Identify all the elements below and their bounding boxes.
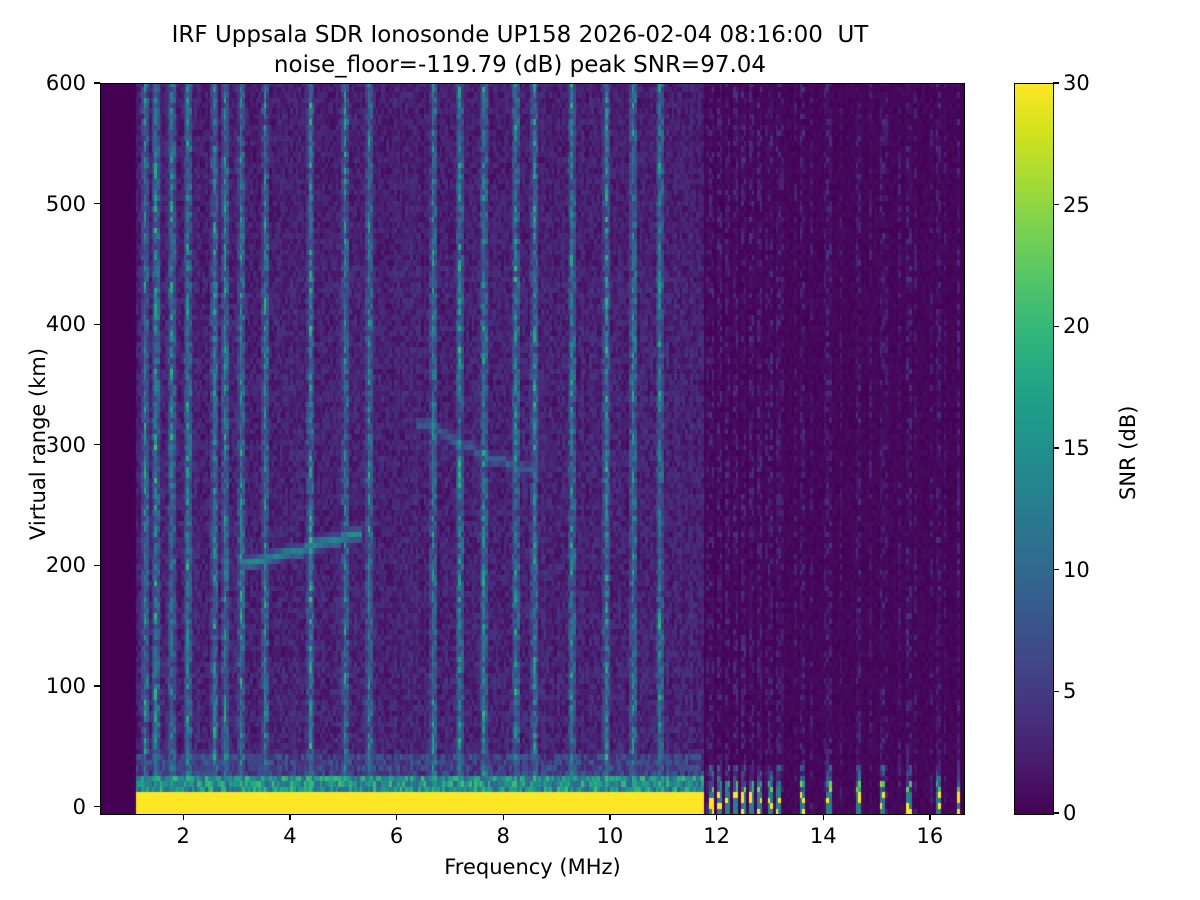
x-axis-label: Frequency (MHz) bbox=[444, 855, 621, 879]
y-tick-label: 300 bbox=[45, 432, 86, 457]
x-tick-label: 6 bbox=[389, 824, 404, 848]
colorbar-tick-mark bbox=[1053, 690, 1060, 693]
y-tick-mark bbox=[94, 564, 100, 567]
title-line-2: noise_floor=-119.79 (dB) peak SNR=97.04 bbox=[273, 52, 767, 78]
colorbar-tick-mark bbox=[1053, 82, 1060, 84]
x-tick-mark bbox=[289, 814, 291, 821]
y-tick-mark bbox=[94, 805, 100, 808]
x-tick-mark bbox=[395, 814, 398, 821]
colorbar-tick-mark bbox=[1053, 203, 1060, 206]
title-line-1: IRF Uppsala SDR Ionosonde UP158 2026-02-… bbox=[171, 22, 869, 48]
colorbar-tick-label: 0 bbox=[1063, 801, 1077, 825]
x-tick-label: 16 bbox=[916, 824, 944, 848]
y-tick-label: 100 bbox=[45, 674, 86, 698]
x-tick-label: 8 bbox=[496, 824, 510, 848]
colorbar[interactable] bbox=[1014, 83, 1054, 815]
colorbar-tick-mark bbox=[1053, 568, 1060, 571]
colorbar-tick-label: 15 bbox=[1063, 436, 1090, 460]
figure-title: IRF Uppsala SDR Ionosonde UP158 2026-02-… bbox=[0, 20, 1040, 80]
colorbar-tick-label: 25 bbox=[1063, 192, 1090, 217]
x-tick-label: 14 bbox=[809, 824, 837, 848]
y-tick-mark bbox=[94, 82, 100, 84]
x-tick-label: 12 bbox=[703, 824, 730, 848]
colorbar-tick-label: 5 bbox=[1063, 679, 1077, 704]
colorbar-tick-mark bbox=[1053, 812, 1060, 814]
y-tick-label: 600 bbox=[45, 71, 86, 95]
x-tick-label: 10 bbox=[596, 824, 624, 848]
colorbar-tick-label: 20 bbox=[1063, 314, 1090, 339]
x-tick-mark bbox=[502, 814, 504, 821]
y-tick-label: 200 bbox=[45, 553, 86, 578]
x-tick-mark bbox=[609, 814, 611, 821]
colorbar-tick-mark bbox=[1053, 447, 1060, 449]
x-tick-mark bbox=[929, 814, 931, 821]
x-tick-label: 4 bbox=[283, 824, 297, 848]
x-tick-mark bbox=[182, 814, 184, 821]
heatmap-plot-area[interactable] bbox=[100, 83, 965, 815]
y-tick-mark bbox=[94, 202, 100, 205]
x-tick-label: 2 bbox=[176, 824, 190, 848]
x-tick-mark bbox=[822, 814, 824, 821]
y-tick-mark bbox=[94, 323, 100, 325]
y-tick-label: 0 bbox=[72, 794, 86, 819]
colorbar-tick-label: 10 bbox=[1063, 557, 1090, 582]
colorbar-tick-label: 30 bbox=[1063, 71, 1090, 95]
y-axis-label: Virtual range (km) bbox=[26, 347, 50, 540]
y-tick-mark bbox=[94, 685, 100, 687]
y-tick-label: 500 bbox=[45, 191, 86, 216]
colorbar-tick-mark bbox=[1053, 325, 1060, 328]
colorbar-label: SNR (dB) bbox=[1116, 405, 1140, 500]
y-tick-label: 400 bbox=[45, 312, 86, 337]
x-tick-mark bbox=[715, 814, 718, 821]
ionogram-heatmap bbox=[101, 84, 964, 814]
y-tick-mark bbox=[94, 444, 100, 446]
colorbar-gradient bbox=[1015, 84, 1053, 814]
